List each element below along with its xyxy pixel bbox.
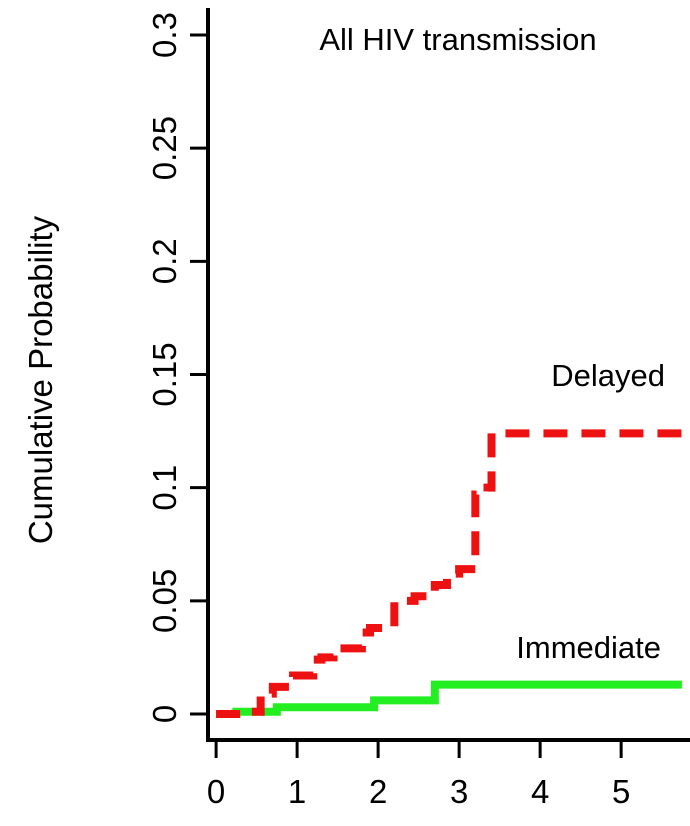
plot-lines xyxy=(216,429,682,718)
chart-title: All HIV transmission xyxy=(319,22,596,57)
y-tick-label: 0.3 xyxy=(146,12,183,58)
y-tick-label: 0.05 xyxy=(146,569,183,633)
y-tick-label: 0.15 xyxy=(146,342,183,406)
series-line-delayed xyxy=(216,429,682,718)
y-tick-label: 0.25 xyxy=(146,116,183,180)
x-tick-label: 5 xyxy=(612,773,630,810)
y-tick-label: 0.2 xyxy=(146,238,183,284)
x-tick-label: 3 xyxy=(450,773,468,810)
y-tick-label: 0.1 xyxy=(146,465,183,511)
x-tick-label: 0 xyxy=(207,773,225,810)
y-tick-label: 0 xyxy=(146,705,183,723)
ticks: 0 0.05 0.1 0.15 0.2 0.25 0.3 0 1 2 3 4 5 xyxy=(146,12,630,810)
x-tick-label: 2 xyxy=(369,773,387,810)
x-tick-label: 1 xyxy=(288,773,306,810)
series-label-delayed: Delayed xyxy=(551,358,665,393)
x-tick-label: 4 xyxy=(531,773,549,810)
series-label-immediate: Immediate xyxy=(516,630,661,665)
y-axis-label: Cumulative Probability xyxy=(22,215,59,544)
